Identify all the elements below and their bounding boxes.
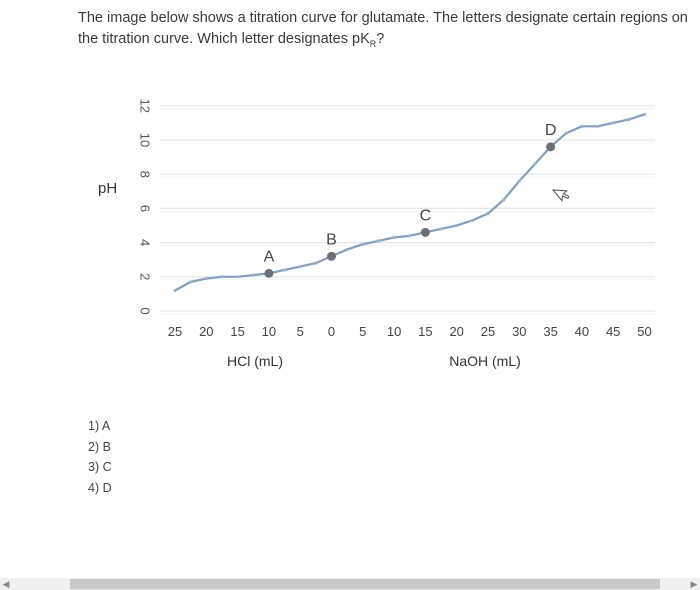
curve-point [517, 179, 521, 183]
question-body: The image below shows a titration curve … [78, 10, 688, 47]
titration-curve [174, 113, 645, 292]
question-suffix: ? [376, 31, 385, 47]
curve-point [439, 227, 443, 231]
y-tick-label: 8 [138, 171, 153, 178]
answer-option-4[interactable]: 4) D [88, 480, 112, 495]
x-tick-label: 40 [575, 324, 589, 339]
x-tick-labels: 25 20 15 10 5 0 5 10 15 20 25 30 35 40 45 50 [168, 324, 652, 339]
curve-point [298, 264, 302, 269]
region-markers: A B C D [264, 122, 557, 278]
marker-point-b [327, 251, 336, 261]
curve-point [220, 275, 224, 279]
curve-point [533, 162, 537, 166]
marker-point-c [420, 227, 430, 237]
x-tick-label: 20 [199, 324, 213, 339]
curve-point [314, 261, 318, 265]
curve-point [564, 131, 568, 135]
x-axis-label-hcl: HCl (mL) [227, 353, 283, 369]
x-tick-label: 30 [512, 324, 526, 339]
curve-point [611, 121, 615, 125]
curve-point [236, 275, 240, 279]
marker-label-b: B [326, 231, 337, 248]
y-tick-label: 4 [138, 239, 153, 246]
x-tick-label: 20 [449, 324, 463, 339]
mouse-cursor-icon [551, 189, 570, 202]
curve-point [502, 198, 506, 202]
curve-point [204, 276, 208, 281]
curve-point [361, 242, 365, 246]
horizontal-scrollbar[interactable]: ◀ ▶ [0, 578, 700, 590]
curve-point [580, 124, 584, 128]
x-tick-label: 5 [297, 324, 304, 339]
question-text: The image below shows a titration curve … [78, 8, 688, 55]
x-tick-label: 25 [481, 324, 495, 339]
curve-point [392, 235, 396, 240]
y-axis-label: pH [98, 180, 118, 197]
answer-choices: 1) A 2) B 3) C 4) D [88, 416, 112, 498]
curve-point [189, 280, 193, 284]
curve-point [486, 211, 490, 216]
curve-point [345, 247, 349, 252]
x-tick-label: 10 [262, 324, 276, 339]
y-tick-label: 12 [138, 99, 153, 113]
x-tick-label: 25 [168, 324, 182, 339]
curve-line [174, 113, 645, 292]
x-tick-label: 45 [606, 324, 620, 339]
curve-point [251, 273, 255, 277]
curve-point [642, 112, 647, 116]
x-tick-label: 15 [230, 324, 244, 339]
marker-label-d: D [545, 122, 557, 139]
curve-point [627, 117, 631, 122]
marker-label-c: C [420, 207, 432, 224]
x-tick-label: 10 [387, 324, 401, 339]
x-tick-label: 15 [418, 324, 432, 339]
curve-point [595, 124, 600, 128]
marker-point-d [546, 142, 556, 152]
y-tick-label: 0 [138, 307, 153, 314]
answer-option-3[interactable]: 3) C [88, 460, 112, 474]
y-tick-labels: 0 2 4 6 8 10 12 [138, 99, 153, 315]
answer-option-1[interactable]: 1) A [88, 419, 111, 433]
curve-point [470, 218, 474, 222]
curve-point [455, 223, 459, 228]
scrollbar-thumb[interactable] [70, 579, 660, 589]
scroll-right-icon[interactable]: ▶ [690, 579, 698, 589]
curve-point [408, 234, 412, 238]
curve-point [173, 288, 177, 293]
curve-point [282, 268, 287, 272]
marker-label-a: A [264, 248, 275, 265]
x-tick-label: 50 [637, 324, 651, 339]
question-subscript: R [369, 38, 377, 49]
y-tick-label: 10 [138, 133, 153, 147]
answer-option-2[interactable]: 2) B [88, 439, 111, 454]
scroll-left-icon[interactable]: ◀ [2, 579, 10, 589]
x-tick-label: 5 [359, 324, 366, 339]
y-tick-label: 6 [138, 205, 153, 212]
curve-point [376, 239, 381, 243]
x-axis-label-naoh: NaOH (mL) [449, 353, 521, 369]
marker-point-a [264, 268, 274, 278]
y-tick-label: 2 [138, 273, 153, 280]
x-tick-label: 35 [543, 324, 557, 339]
x-tick-label: 0 [328, 324, 335, 339]
grid-lines [160, 105, 655, 315]
